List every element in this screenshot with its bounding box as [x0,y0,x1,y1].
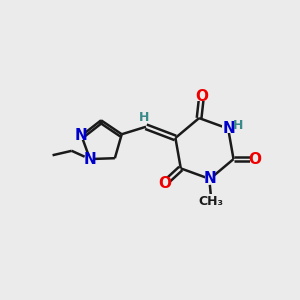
Bar [161,178,170,187]
Bar [85,154,95,164]
Bar [205,174,214,184]
Bar [203,194,219,203]
Text: H: H [138,111,149,124]
Text: N: N [84,152,96,166]
Bar [140,115,148,122]
Text: CH₃: CH₃ [199,195,224,208]
Text: N: N [75,128,88,143]
Bar [197,92,206,101]
Text: H: H [232,118,243,132]
Text: N: N [203,172,216,187]
Text: O: O [248,152,261,166]
Text: O: O [195,89,208,104]
Bar [77,131,86,140]
Bar [250,155,259,164]
Text: N: N [222,121,235,136]
Bar [221,124,235,134]
Text: O: O [158,176,171,190]
